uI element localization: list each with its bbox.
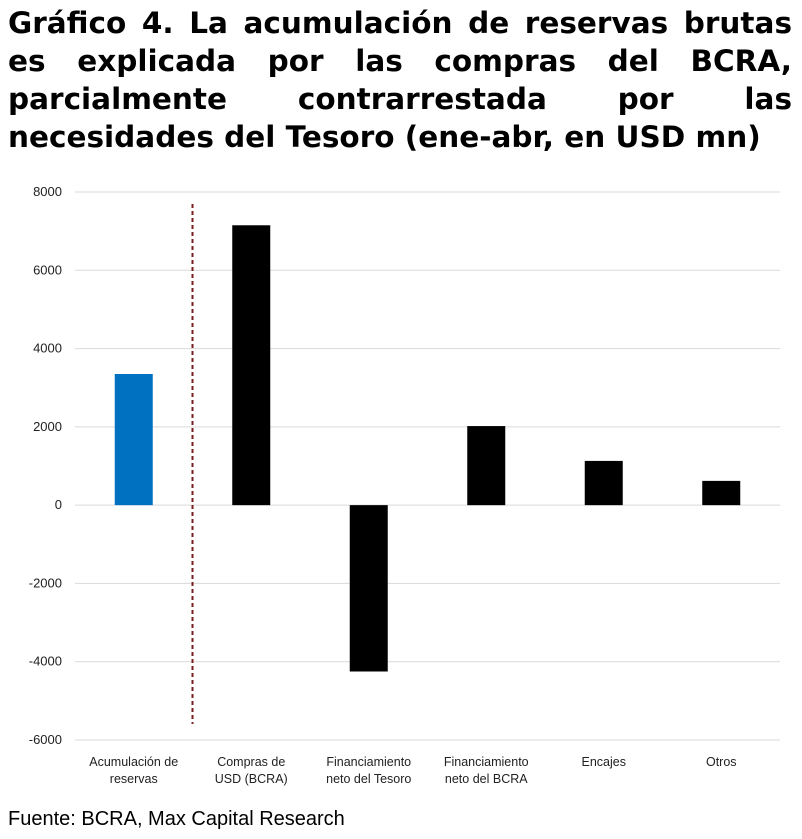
x-category-label-line: Otros <box>706 755 737 769</box>
x-category-label-line: Financiamiento <box>326 755 411 769</box>
x-category-label-line: neto del BCRA <box>445 772 528 786</box>
chart-title: Gráfico 4. La acumulación de reservas br… <box>8 6 792 154</box>
x-category-label: Otros <box>706 755 737 769</box>
y-tick-label: 4000 <box>33 341 62 356</box>
y-tick-label: -2000 <box>29 575 62 590</box>
x-category-label-line: Encajes <box>582 755 626 769</box>
y-axis-tick-labels: 8000 6000 4000 2000 0 -2000 -4000 -6000 <box>29 184 62 747</box>
x-category-label-line: Financiamiento <box>444 755 529 769</box>
bar-chart: 8000 6000 4000 2000 0 -2000 -4000 -6000 Acumula… <box>29 184 780 786</box>
x-category-label-line: Compras de <box>217 755 285 769</box>
y-tick-label: -4000 <box>29 654 62 669</box>
bar <box>467 426 506 506</box>
gridlines <box>75 191 780 741</box>
x-category-label: Acumulación de reservas <box>89 755 178 786</box>
bar <box>349 505 388 672</box>
bars <box>114 225 741 672</box>
x-category-label-line: reservas <box>110 772 158 786</box>
y-tick-label: -6000 <box>29 732 62 747</box>
bar <box>584 460 623 506</box>
bar <box>232 225 271 506</box>
x-category-label: Compras de USD (BCRA) <box>215 755 288 786</box>
bar <box>702 480 741 506</box>
x-category-label-line: USD (BCRA) <box>215 772 288 786</box>
source-note: Fuente: BCRA, Max Capital Research <box>8 808 345 830</box>
x-category-label: Financiamiento neto del BCRA <box>444 755 529 786</box>
x-category-label-line: neto del Tesoro <box>326 772 411 786</box>
y-tick-label: 2000 <box>33 419 62 434</box>
x-axis-category-labels: Acumulación de reservas Compras de USD (BCR… <box>89 755 736 786</box>
y-tick-label: 8000 <box>33 184 62 199</box>
bar <box>114 374 153 506</box>
x-category-label: Financiamiento neto del Tesoro <box>326 755 411 786</box>
y-tick-label: 0 <box>55 497 62 512</box>
y-tick-label: 6000 <box>33 262 62 277</box>
x-category-label: Encajes <box>582 755 626 769</box>
x-category-label-line: Acumulación de <box>89 755 178 769</box>
